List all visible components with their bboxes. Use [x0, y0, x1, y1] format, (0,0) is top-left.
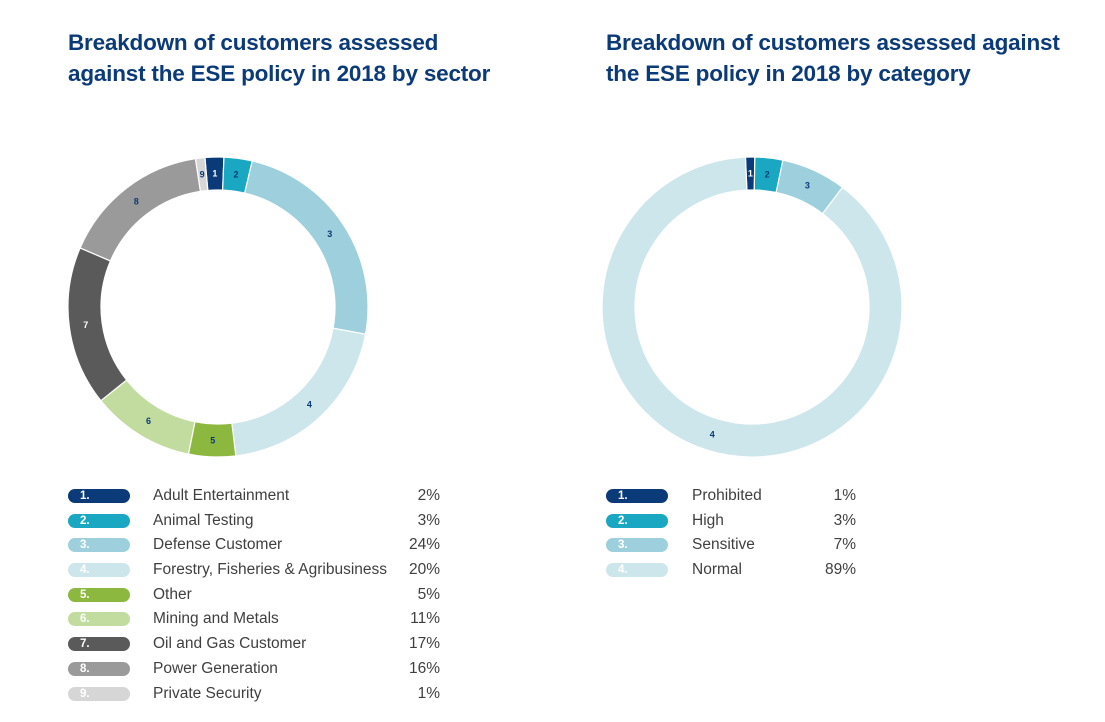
- sector-legend-value: 1%: [417, 684, 440, 702]
- category-chart-title: Breakdown of customers assessed against …: [606, 27, 1086, 89]
- sector-slice-label-2: 2: [233, 170, 238, 180]
- sector-slice-9: [194, 156, 209, 193]
- sector-legend-value: 20%: [408, 561, 440, 579]
- sector-legend-label: Private Security: [153, 684, 262, 702]
- sector-slice-label-4: 4: [307, 399, 312, 409]
- sector-slice-label-7: 7: [83, 320, 88, 330]
- category-legend-number: 4.: [618, 564, 628, 577]
- sector-slice-label-8: 8: [134, 196, 139, 206]
- sector-legend-value: 2%: [417, 487, 440, 504]
- sector-slice-label-5: 5: [210, 435, 215, 445]
- sector-slice-label-1: 1: [212, 169, 217, 179]
- sector-slice-label-9: 9: [200, 169, 205, 179]
- sector-legend-item: 9. Private Security 1%: [68, 683, 440, 708]
- sector-legend-swatch: [68, 637, 130, 652]
- sector-legend-swatch: [68, 587, 130, 602]
- sector-legend: 1. Adult Entertainment 2% 2. Animal Testing 3…: [68, 485, 440, 707]
- sector-legend-item: 8. Power Generation 16%: [68, 658, 440, 683]
- sector-donut-chart: 1 2 3 4 5 6 7 8 9: [67, 156, 369, 458]
- category-slice-label-2: 2: [765, 169, 770, 179]
- sector-legend-number: 7.: [80, 638, 90, 651]
- category-legend-label: Prohibited: [692, 487, 762, 504]
- sector-legend-label: Defense Customer: [153, 536, 283, 554]
- sector-legend-swatch: [68, 563, 130, 578]
- category-title-line-1: Breakdown of customers assessed against: [606, 30, 1060, 55]
- sector-legend-label: Forestry, Fisheries & Agribusiness: [153, 561, 388, 579]
- category-slice-label-1: 1: [748, 169, 753, 179]
- sector-legend-number: 8.: [80, 662, 90, 675]
- sector-slice-3: [243, 160, 369, 335]
- sector-legend-item: 7. Oil and Gas Customer 17%: [68, 633, 440, 658]
- sector-chart-panel: Breakdown of customers assessed against …: [0, 0, 552, 722]
- sector-legend-label: Mining and Metals: [153, 610, 279, 628]
- sector-legend-value: 24%: [408, 536, 440, 554]
- category-legend-number: 3.: [618, 539, 628, 552]
- sector-legend-label: Animal Testing: [153, 511, 254, 529]
- sector-slice-label-3: 3: [327, 229, 332, 239]
- sector-legend-value: 16%: [408, 659, 440, 677]
- sector-legend-value: 11%: [410, 610, 440, 628]
- sector-legend-value: 17%: [408, 635, 440, 653]
- category-legend-item: 4. Normal 89%: [606, 559, 856, 584]
- category-legend-label: High: [692, 511, 724, 529]
- category-legend-swatch: [606, 538, 668, 553]
- category-chart-panel: Breakdown of customers assessed against …: [552, 0, 1105, 722]
- category-legend-item: 2. High 3%: [606, 510, 856, 535]
- sector-legend-number: 9.: [80, 687, 90, 700]
- sector-legend-number: 2.: [80, 514, 90, 527]
- category-legend-number: 1.: [618, 490, 628, 502]
- category-legend-value: 1%: [833, 487, 856, 504]
- category-legend-item: 3. Sensitive 7%: [606, 534, 856, 559]
- sector-legend-swatch: [68, 489, 130, 503]
- category-donut-chart: 1 2 3 4: [601, 156, 903, 458]
- sector-legend-label: Other: [153, 585, 192, 603]
- sector-legend-item: 4. Forestry, Fisheries & Agribusiness 20%: [68, 559, 440, 584]
- category-legend-number: 2.: [618, 514, 628, 527]
- category-legend-label: Sensitive: [692, 536, 755, 554]
- sector-slice-label-6: 6: [146, 416, 151, 426]
- sector-legend-item: 1. Adult Entertainment 2%: [68, 485, 440, 510]
- category-legend-swatch: [606, 513, 668, 528]
- sector-legend-number: 6.: [80, 613, 90, 626]
- sector-legend-item: 5. Other 5%: [68, 584, 440, 609]
- sector-legend-number: 4.: [80, 564, 90, 577]
- category-legend-swatch: [606, 563, 668, 578]
- sector-legend-swatch: [68, 612, 130, 627]
- category-legend-swatch: [606, 489, 668, 503]
- sector-legend-number: 5.: [80, 588, 90, 601]
- sector-slice-8: [79, 158, 202, 262]
- sector-slice-7: [67, 247, 128, 402]
- category-slice-label-3: 3: [805, 181, 810, 191]
- sector-title-line-1: Breakdown of customers assessed: [68, 30, 439, 55]
- category-legend: 1. Prohibited 1% 2. High 3% 3. Sensitive 7% 4. Nor…: [606, 485, 856, 584]
- sector-legend-value: 3%: [417, 511, 440, 529]
- category-legend-item: 1. Prohibited 1%: [606, 485, 856, 510]
- category-legend-value: 7%: [833, 536, 856, 554]
- sector-legend-value: 5%: [417, 585, 440, 603]
- sector-legend-label: Power Generation: [153, 659, 278, 677]
- sector-legend-item: 3. Defense Customer 24%: [68, 534, 440, 559]
- category-legend-value: 3%: [833, 511, 856, 529]
- category-slice-4: [601, 156, 903, 458]
- category-legend-value: 89%: [824, 561, 856, 579]
- sector-chart-title: Breakdown of customers assessed against …: [68, 27, 538, 89]
- sector-legend-item: 2. Animal Testing 3%: [68, 510, 440, 535]
- category-title-line-2: the ESE policy in 2018 by category: [606, 61, 971, 86]
- sector-slice-4: [231, 327, 367, 457]
- sector-legend-swatch: [68, 538, 130, 553]
- sector-legend-swatch: [68, 513, 130, 528]
- sector-legend-number: 3.: [80, 539, 90, 552]
- category-slice-label-4: 4: [710, 429, 715, 439]
- category-legend-label: Normal: [692, 561, 742, 579]
- sector-title-line-2: against the ESE policy in 2018 by sector: [68, 61, 491, 86]
- sector-legend-label: Adult Entertainment: [153, 487, 290, 504]
- sector-legend-swatch: [68, 661, 130, 676]
- sector-legend-label: Oil and Gas Customer: [153, 635, 307, 653]
- sector-legend-swatch: [68, 686, 130, 701]
- sector-legend-number: 1.: [80, 490, 90, 502]
- sector-legend-item: 6. Mining and Metals 11%: [68, 608, 440, 633]
